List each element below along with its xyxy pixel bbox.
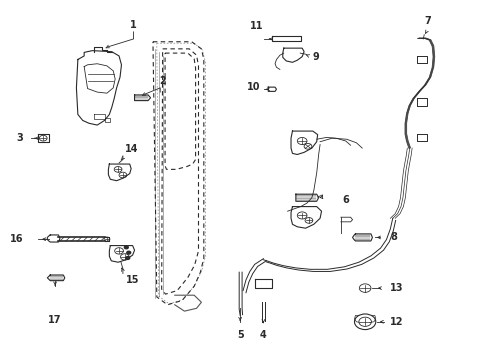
Text: 1: 1 (130, 20, 137, 30)
Text: 5: 5 (237, 330, 244, 340)
Text: 17: 17 (49, 315, 62, 325)
Text: 9: 9 (313, 51, 319, 62)
Text: 11: 11 (250, 21, 264, 31)
Text: 13: 13 (391, 283, 404, 293)
Text: 2: 2 (159, 76, 166, 86)
Text: 16: 16 (10, 234, 23, 244)
Text: 12: 12 (391, 317, 404, 327)
Text: 4: 4 (260, 330, 267, 340)
Text: 14: 14 (125, 144, 138, 154)
Text: 6: 6 (342, 195, 349, 205)
Circle shape (126, 257, 130, 260)
Text: 3: 3 (16, 133, 23, 143)
Text: 7: 7 (425, 16, 432, 26)
Text: 10: 10 (247, 82, 261, 92)
Circle shape (124, 246, 128, 249)
Text: 8: 8 (391, 232, 397, 242)
Text: 15: 15 (126, 275, 140, 285)
Circle shape (127, 251, 131, 254)
